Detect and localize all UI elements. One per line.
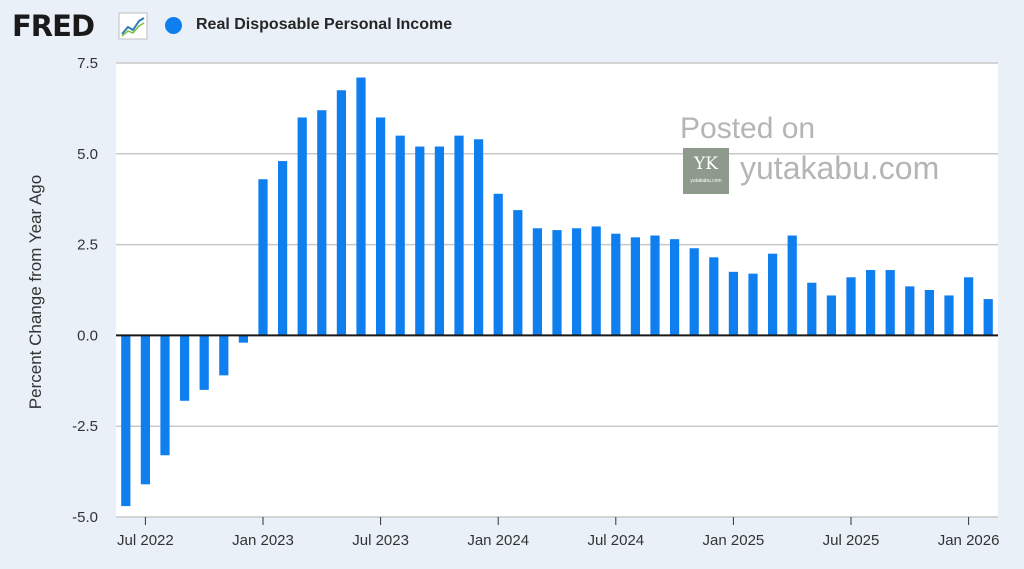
bar	[748, 273, 758, 336]
bar	[532, 228, 543, 336]
x-tick-label: Jul 2022	[117, 532, 174, 549]
bar	[513, 210, 523, 336]
bar	[983, 299, 993, 336]
bar	[297, 117, 307, 336]
bar	[317, 110, 327, 336]
bar	[689, 248, 699, 336]
bar	[944, 295, 954, 336]
bar	[924, 290, 935, 336]
bar	[963, 277, 974, 336]
line-graph-icon	[118, 12, 148, 40]
bar	[826, 295, 837, 336]
watermark-logo-letters: YK	[694, 154, 718, 174]
bar	[865, 270, 876, 336]
watermark-logo: YK yutakabu.com	[683, 148, 729, 194]
bar	[709, 257, 719, 336]
bar	[395, 135, 405, 336]
y-axis-label: Percent Change from Year Ago	[26, 175, 45, 409]
legend-marker	[165, 17, 182, 34]
watermark-posted-text: Posted on	[680, 112, 816, 145]
bar	[356, 77, 366, 336]
bar	[552, 230, 562, 336]
bar	[277, 161, 288, 336]
bar	[669, 239, 680, 336]
x-tick-label: Jul 2024	[587, 532, 644, 549]
bar	[199, 335, 209, 390]
y-tick-label: 5.0	[77, 146, 98, 163]
bar	[258, 179, 268, 336]
watermark-logo-small: yutakabu.com	[690, 178, 722, 184]
bar	[454, 135, 464, 336]
bar	[650, 235, 660, 336]
fred-logo[interactable]: FRED	[12, 9, 95, 43]
x-tick-label: Jul 2025	[823, 532, 880, 549]
legend-label[interactable]: Real Disposable Personal Income	[196, 16, 453, 33]
y-tick-label: -2.5	[72, 418, 98, 435]
y-tick-label: 7.5	[77, 55, 98, 72]
bar	[140, 335, 151, 485]
bar	[807, 282, 817, 336]
bar	[336, 90, 347, 336]
bar	[787, 235, 797, 336]
y-tick-label: 0.0	[77, 327, 98, 344]
bar	[375, 117, 386, 336]
bar	[160, 335, 170, 456]
x-tick-label: Jan 2026	[938, 532, 1000, 549]
bar	[493, 193, 503, 336]
bar	[571, 228, 582, 336]
x-tick-label: Jan 2023	[232, 532, 294, 549]
watermark-site: yutakabu.com	[740, 150, 940, 186]
bar	[767, 253, 778, 336]
bar	[905, 286, 915, 336]
bar	[630, 237, 641, 336]
x-tick-label: Jan 2025	[703, 532, 765, 549]
bar	[219, 335, 229, 376]
bar	[846, 277, 856, 336]
x-tick-label: Jan 2024	[467, 532, 529, 549]
bar	[415, 146, 425, 336]
bar	[728, 271, 739, 336]
y-tick-label: 2.5	[77, 237, 98, 254]
bar	[179, 335, 190, 401]
chart-header: FRED Real Disposable Personal Income	[0, 0, 1024, 50]
bar	[434, 146, 445, 336]
bar	[121, 335, 131, 507]
bar	[591, 226, 601, 336]
y-tick-label: -5.0	[72, 509, 98, 526]
bar	[238, 335, 249, 343]
bar	[885, 270, 895, 336]
bar	[473, 139, 484, 336]
x-tick-label: Jul 2023	[352, 532, 409, 549]
bar	[611, 233, 621, 336]
